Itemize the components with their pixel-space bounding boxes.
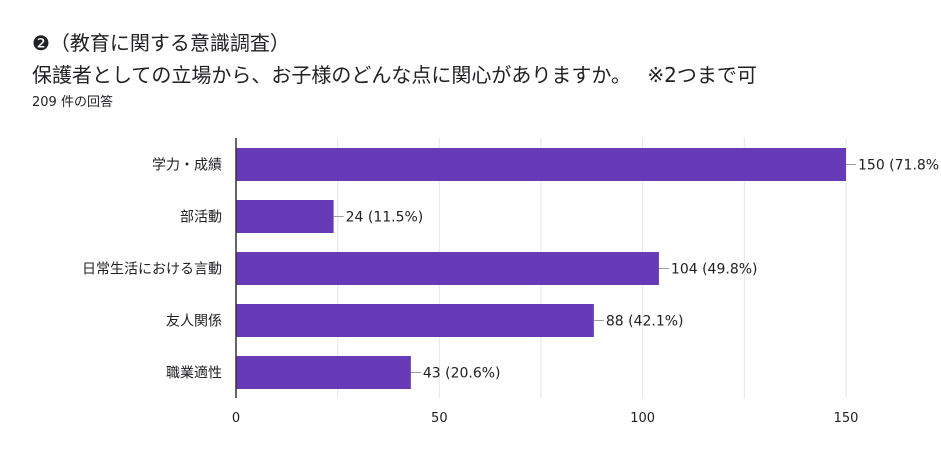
page-title: ❷（教育に関する意識調査） <box>32 31 290 55</box>
data-label: 24 (11.5%) <box>346 210 424 226</box>
category-label: 学力・成績 <box>152 158 222 174</box>
data-label: 43 (20.6%) <box>423 366 501 382</box>
bar <box>236 356 411 389</box>
category-label: 友人関係 <box>166 314 222 330</box>
bar <box>236 304 594 337</box>
category-label: 日常生活における言動 <box>82 262 222 278</box>
bar <box>236 200 334 233</box>
data-label: 150 (71.8% <box>858 158 939 174</box>
category-label: 職業適性 <box>166 365 222 382</box>
x-tick-label: 0 <box>232 411 240 426</box>
x-tick-label: 50 <box>431 411 448 426</box>
question-text: 保護者としての立場から、お子様のどんな点に関心がありますか。 ※2つまで可 <box>32 63 757 87</box>
response-count: 209 件の回答 <box>32 95 113 110</box>
category-label: 部活動 <box>180 210 222 226</box>
bar <box>236 252 659 285</box>
data-label: 104 (49.8%) <box>671 262 758 278</box>
x-tick-label: 150 <box>834 411 859 426</box>
bar <box>236 148 846 181</box>
x-tick-label: 100 <box>630 411 655 426</box>
data-label: 88 (42.1%) <box>606 314 684 330</box>
